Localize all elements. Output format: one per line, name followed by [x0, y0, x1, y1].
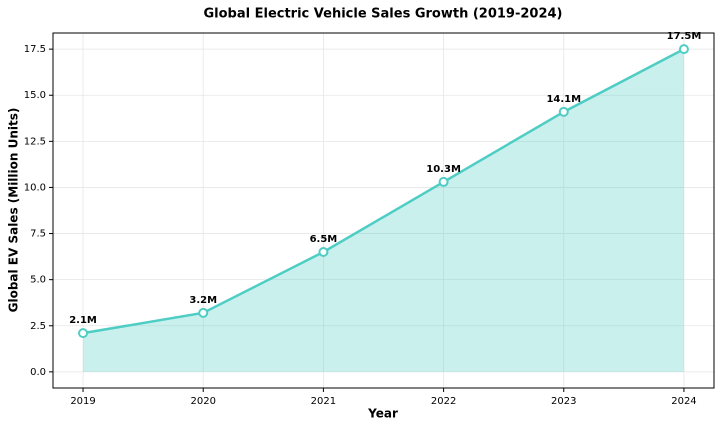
x-tick-label: 2021	[311, 396, 336, 407]
x-tick-label: 2020	[191, 396, 216, 407]
x-tick-label: 2023	[551, 396, 576, 407]
y-tick-label: 0.0	[30, 367, 46, 378]
marker	[78, 328, 89, 339]
y-tick-label: 2.5	[30, 321, 46, 332]
line	[82, 48, 685, 335]
marker	[678, 44, 689, 55]
data-label: 10.3M	[426, 164, 461, 175]
data-label: 14.1M	[546, 94, 581, 105]
chart-title: Global Electric Vehicle Sales Growth (20…	[203, 7, 562, 22]
data-label: 17.5M	[667, 31, 702, 42]
marker	[438, 176, 449, 187]
y-tick-label: 12.5	[24, 136, 46, 147]
marker	[318, 246, 329, 257]
y-tick-label: 10.0	[24, 182, 46, 193]
x-tick-label: 2024	[671, 396, 696, 407]
marker	[198, 307, 209, 318]
y-tick-label: 15.0	[24, 90, 46, 101]
y-tick-label: 5.0	[30, 275, 46, 286]
y-tick-label: 17.5	[24, 44, 46, 55]
data-label: 3.2M	[189, 295, 217, 306]
data-label: 2.1M	[69, 315, 97, 326]
y-tick-label: 7.5	[30, 229, 46, 240]
x-tick-label: 2022	[431, 396, 456, 407]
plot-frame	[52, 32, 715, 389]
x-axis-label: Year	[367, 407, 398, 421]
y-axis-label: Global EV Sales (Million Units)	[7, 108, 21, 313]
data-label: 6.5M	[310, 234, 338, 245]
x-tick-label: 2019	[70, 396, 95, 407]
marker	[558, 106, 569, 117]
